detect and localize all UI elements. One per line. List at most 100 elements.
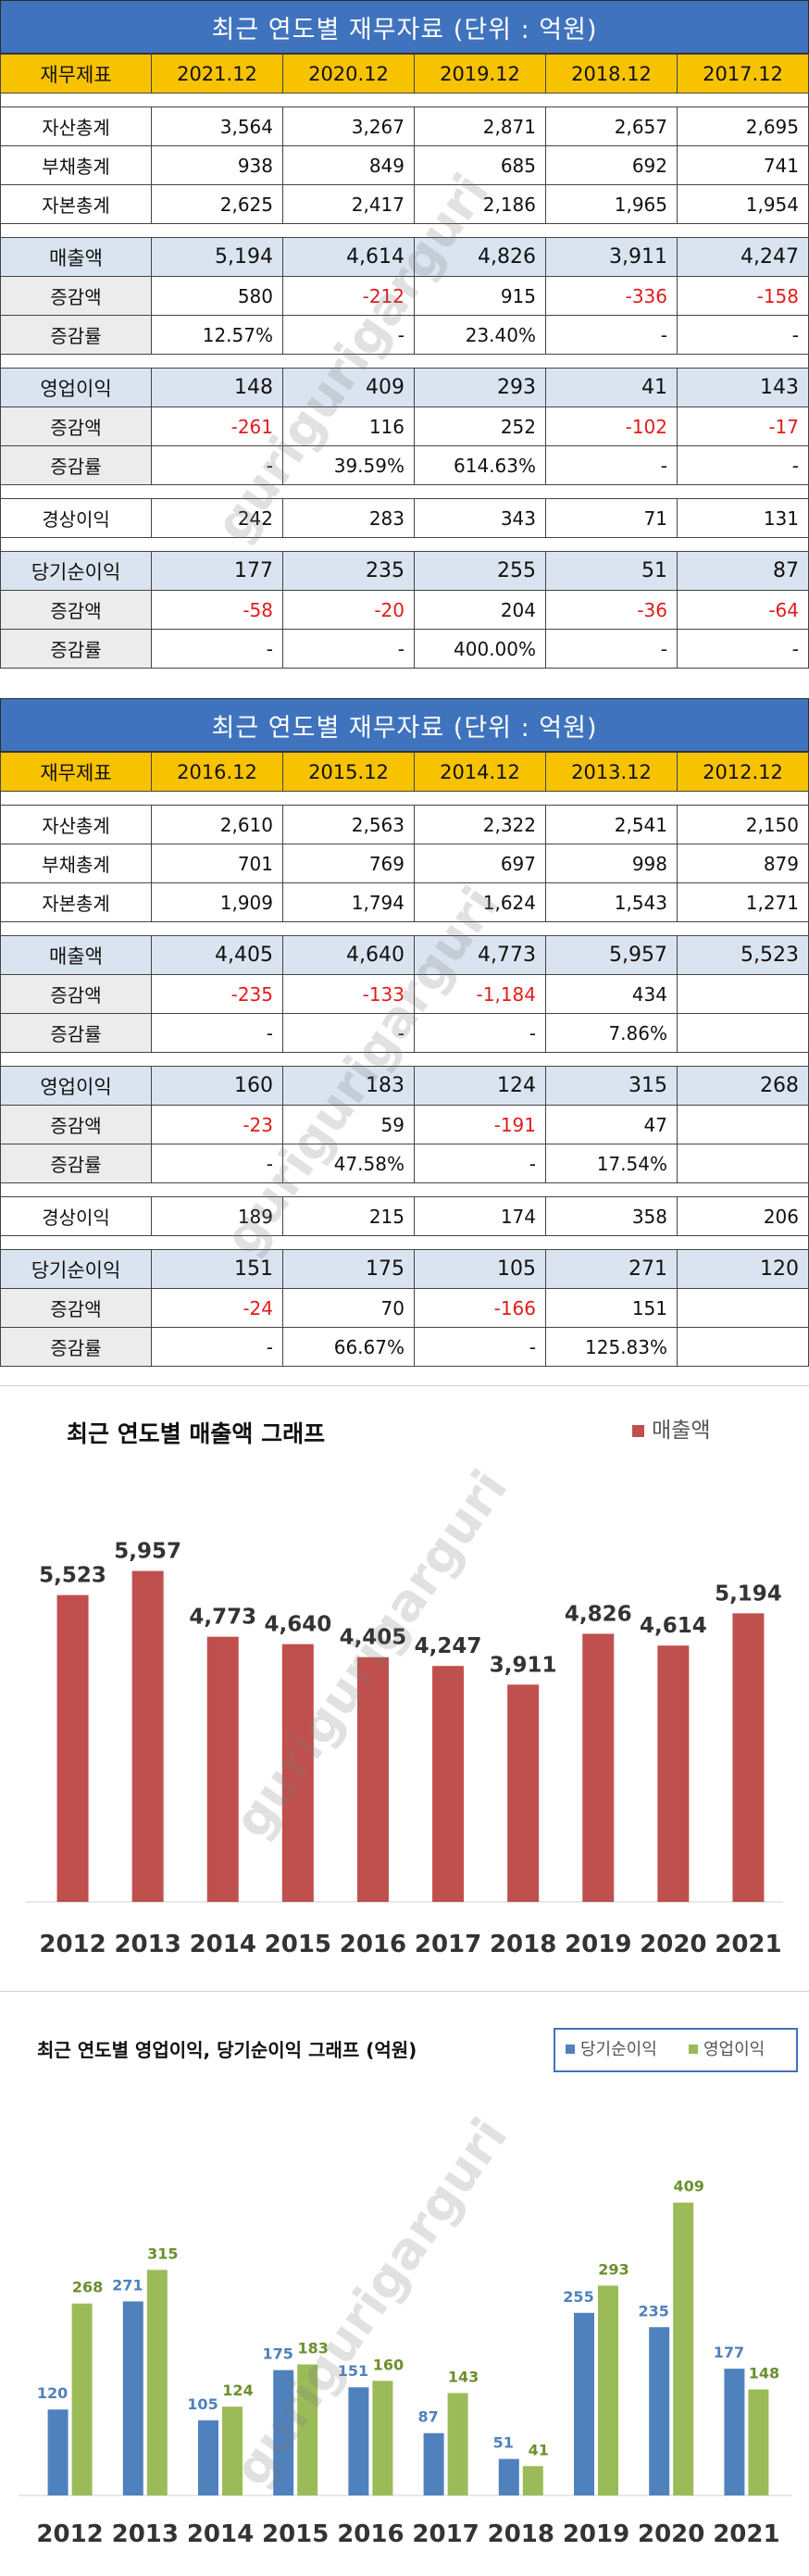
- chart-title: 최근 연도별 영업이익, 당기순이익 그래프 (억원): [37, 2039, 417, 2061]
- value-cell: -: [545, 445, 678, 485]
- net-income-bar: [649, 2327, 670, 2495]
- value-cell: 120: [677, 1249, 809, 1289]
- header-row: 재무제표 2016.12 2015.12 2014.12 2013.12 2012.12: [0, 752, 809, 792]
- value-cell: -: [151, 445, 283, 485]
- value-cell: 215: [282, 1196, 415, 1236]
- table-row: 매출액 5,194 4,614 4,826 3,911 4,247: [0, 237, 809, 277]
- net-income-bar: [122, 2301, 143, 2495]
- value-cell: [677, 974, 809, 1014]
- operating-profit-bar: [297, 2364, 318, 2495]
- x-tick-label: 2019: [565, 1931, 631, 1958]
- value-cell: 434: [545, 974, 678, 1014]
- bar-value-label: 3,911: [490, 1653, 557, 1677]
- row-label: 증감률: [0, 1013, 152, 1053]
- x-tick-label: 2020: [638, 2520, 704, 2548]
- header-row: 재무제표 2021.12 2020.12 2019.12 2018.12 2017.12: [0, 54, 809, 94]
- value-cell: 23.40%: [414, 315, 546, 355]
- value-cell: [677, 1013, 809, 1053]
- year-header: 2014.12: [414, 752, 546, 792]
- value-cell: 175: [282, 1249, 415, 1289]
- legend-box: [554, 2028, 798, 2072]
- value-cell: 614.63%: [414, 445, 546, 485]
- value-cell: 268: [677, 1066, 809, 1106]
- value-cell: 47.58%: [282, 1144, 415, 1183]
- value-cell: -17: [677, 406, 809, 446]
- year-header: 2018.12: [545, 54, 678, 94]
- value-cell: 2,871: [414, 106, 546, 146]
- year-header: 2017.12: [677, 54, 809, 94]
- row-label: 증감률: [0, 629, 152, 669]
- sales-bar: [356, 1657, 389, 1902]
- net-income-bar: [348, 2387, 369, 2495]
- table-row: 증감액 -235 -133 -1,184 434: [0, 974, 809, 1014]
- value-cell: -: [151, 1144, 283, 1183]
- header-label: 재무제표: [0, 752, 152, 792]
- value-cell: 4,773: [414, 935, 546, 975]
- value-cell: 4,826: [414, 237, 546, 277]
- row-label: 영업이익: [0, 1066, 152, 1106]
- net-income-bar: [574, 2312, 594, 2495]
- bar-value-label: 4,247: [415, 1634, 482, 1658]
- value-cell: 66.67%: [282, 1327, 415, 1367]
- value-cell: 5,523: [677, 935, 809, 975]
- sales-bar: [732, 1613, 765, 1902]
- bar-value-label: 143: [448, 2368, 479, 2385]
- bar-value-label: 293: [598, 2260, 629, 2278]
- row-label: 증감액: [0, 276, 152, 316]
- value-cell: 2,541: [545, 805, 678, 844]
- sales-bar: [131, 1570, 164, 1902]
- table-title: 최근 연도별 재무자료 (단위 : 억원): [0, 698, 809, 752]
- row-label: 경상이익: [0, 498, 152, 538]
- row-label: 자산총계: [0, 106, 152, 146]
- value-cell: 183: [282, 1066, 415, 1106]
- legend-label: 당기순이익: [580, 2040, 657, 2059]
- value-cell: 1,965: [545, 184, 678, 224]
- spacer-row: [0, 791, 809, 806]
- value-cell: -261: [151, 406, 283, 446]
- value-cell: 177: [151, 551, 283, 591]
- x-tick-label: 2015: [265, 1931, 331, 1958]
- row-label: 경상이익: [0, 1196, 152, 1236]
- financial-table-1: 최근 연도별 재무자료 (단위 : 억원) 재무제표 2021.12 2020.12…: [0, 0, 809, 669]
- spacer-cell: [0, 1182, 809, 1197]
- table-row: 증감률 -39.59% 614.63% - -: [0, 445, 809, 485]
- year-header: 2021.12: [151, 54, 283, 94]
- spacer-cell: [0, 93, 809, 107]
- sales-bar: [582, 1633, 615, 1902]
- operating-profit-bar: [372, 2381, 393, 2495]
- bar-value-label: 4,405: [340, 1626, 407, 1650]
- bar-value-label: 148: [749, 2365, 779, 2382]
- value-cell: 124: [414, 1066, 546, 1106]
- table-row: 증감액 580 -212 915 -336 -158: [0, 276, 809, 316]
- value-cell: 174: [414, 1196, 546, 1236]
- sales-bar: [281, 1644, 314, 1902]
- row-label: 증감률: [0, 1144, 152, 1183]
- value-cell: 204: [414, 590, 546, 630]
- value-cell: -: [151, 1327, 283, 1367]
- bar-value-label: 120: [37, 2384, 68, 2402]
- value-cell: -: [151, 629, 283, 669]
- value-cell: 4,614: [282, 237, 415, 277]
- value-cell: 1,954: [677, 184, 809, 224]
- sales-bar: [657, 1645, 690, 1902]
- bar-value-label: 105: [187, 2395, 218, 2413]
- bar-value-label: 4,614: [640, 1614, 707, 1638]
- value-cell: [677, 1327, 809, 1367]
- year-header: 2013.12: [545, 752, 678, 792]
- financial-table-2: 최근 연도별 재무자료 (단위 : 억원) 재무제표 2016.12 2015.12…: [0, 698, 809, 1367]
- table-row: 증감률 - - -7.86%: [0, 1013, 809, 1053]
- table-row: 경상이익 189 215 174 358 206: [0, 1196, 809, 1236]
- year-header: 2016.12: [151, 752, 283, 792]
- table-row: 부채총계 701 769 697 998 879: [0, 844, 809, 883]
- spacer-cell: [0, 537, 809, 552]
- row-label: 당기순이익: [0, 1249, 152, 1289]
- x-tick-label: 2013: [112, 2520, 179, 2548]
- bar-value-label: 183: [297, 2339, 328, 2357]
- value-cell: 409: [282, 368, 415, 407]
- header-label: 재무제표: [0, 54, 152, 94]
- spacer-cell: [0, 1052, 809, 1067]
- value-cell: -336: [545, 276, 678, 316]
- value-cell: -166: [414, 1288, 546, 1328]
- table-row: 증감률 - -400.00% - -: [0, 629, 809, 669]
- table-row: 자본총계 2,625 2,417 2,186 1,965 1,954: [0, 184, 809, 224]
